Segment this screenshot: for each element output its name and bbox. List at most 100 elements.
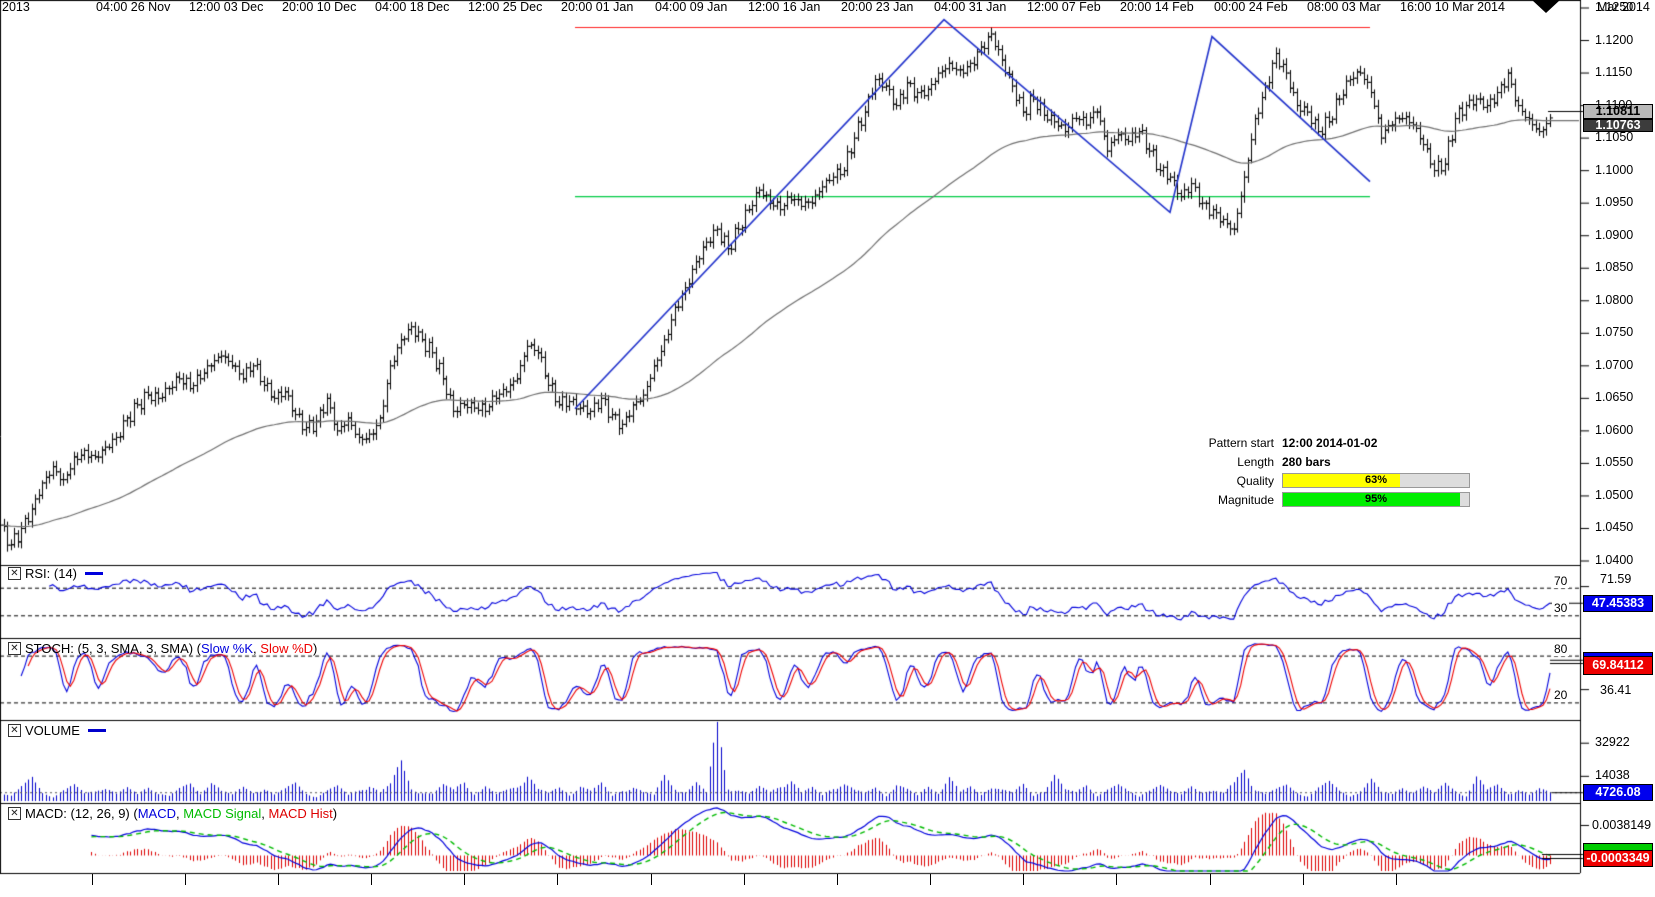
time-axis-tick (930, 874, 931, 885)
time-axis-label: 12:00 07 Feb (1027, 0, 1101, 14)
rsi-panel-header: RSI: (14) (8, 566, 104, 581)
price-axis-tick-label: 1.0550 (1595, 455, 1634, 470)
rsi-close-icon[interactable] (8, 567, 21, 580)
price-axis-tick-label: 1.0900 (1595, 227, 1634, 242)
time-axis-tick (837, 874, 838, 885)
magnitude-progress-bar: 95% (1282, 492, 1470, 507)
time-axis-label: Mar 2014 (1597, 0, 1650, 14)
pattern-start-value: 12:00 2014-01-02 (1282, 435, 1378, 450)
pattern-quality-row: Quality 63% (1196, 471, 1471, 490)
time-axis-label: 04:00 26 Nov (96, 0, 171, 14)
macd-close-icon[interactable] (8, 807, 21, 820)
stoch-level-label: 20 (1552, 688, 1570, 703)
time-axis-tick (1116, 874, 1117, 885)
time-axis-tick (464, 874, 465, 885)
marker-triangle-icon (1532, 0, 1560, 13)
volume-panel-header: VOLUME (8, 723, 106, 738)
stoch-label: STOCH: (5, 3, SMA, 3, SMA) (Slow %K, Slo… (25, 641, 318, 656)
rsi-label: RSI: (14) (25, 566, 78, 581)
stoch-close-icon[interactable] (8, 642, 21, 655)
quality-percent: 63% (1364, 474, 1388, 486)
rsi-axis-tick: 71.59 (1600, 572, 1632, 586)
rsi-level-label: 70 (1552, 573, 1570, 588)
magnitude-progress-fill (1283, 493, 1460, 506)
macd-label: MACD: (12, 26, 9) (MACD, MACD Signal, MA… (25, 806, 338, 821)
volume-close-icon[interactable] (8, 724, 21, 737)
pattern-info-box: Pattern start 12:00 2014-01-02 Length 28… (1196, 433, 1471, 509)
time-axis-label: 08:00 03 Mar (1307, 0, 1381, 14)
time-axis-label: 16:00 10 Mar 2014 (1400, 0, 1505, 14)
pattern-length-label: Length (1237, 454, 1274, 469)
time-axis-label: 12:00 25 Dec (468, 0, 543, 14)
rsi-value-tag: 47.45383 (1583, 595, 1653, 612)
price-axis-tick-label: 1.0850 (1595, 260, 1634, 275)
pattern-quality-label: Quality (1236, 473, 1274, 488)
time-axis-label: 04:00 09 Jan (655, 0, 728, 14)
time-axis-label: 04:00 31 Jan (934, 0, 1007, 14)
time-axis-tick (1210, 874, 1211, 885)
time-axis-tick (651, 874, 652, 885)
time-axis-tick (1023, 874, 1024, 885)
quality-progress-fill (1283, 474, 1401, 487)
stoch-d-tag: 69.84112 (1583, 656, 1653, 675)
pattern-magnitude-label: Magnitude (1217, 492, 1274, 507)
pattern-length-row: Length 280 bars (1196, 452, 1471, 471)
price-axis-tick-label: 1.0500 (1595, 487, 1634, 502)
price-axis-tick-label: 1.1100 (1595, 97, 1633, 112)
time-axis-tick (1396, 874, 1397, 885)
time-axis-tick (371, 874, 372, 885)
price-axis-tick-label: 1.0700 (1595, 357, 1634, 372)
time-axis-label: 04:00 18 Dec (375, 0, 450, 14)
ma-price-tag: 1.10763 (1583, 119, 1653, 132)
time-axis-tick (278, 874, 279, 885)
pattern-start-row: Pattern start 12:00 2014-01-02 (1196, 433, 1471, 452)
price-axis-tick-label: 1.1150 (1595, 65, 1633, 80)
time-axis-tick (557, 874, 558, 885)
last-price-tag: 1.10811 (1583, 104, 1653, 119)
pattern-magnitude-row: Magnitude 95% (1196, 490, 1471, 509)
time-axis-label: 20:00 23 Jan (841, 0, 914, 14)
time-axis-label: 20:00 14 Feb (1120, 0, 1194, 14)
time-axis-label: 12:00 03 Dec (189, 0, 264, 14)
volume-label: VOLUME (25, 723, 80, 738)
time-axis-tick (92, 874, 93, 885)
price-axis-tick-label: 1.1200 (1595, 32, 1634, 47)
macd-value-tag: -0.0003349 (1583, 850, 1653, 867)
price-axis-tick-label: 1.0950 (1595, 195, 1634, 210)
time-axis-tick (185, 874, 186, 885)
time-axis-label: 20:00 01 Jan (561, 0, 634, 14)
time-axis-label: 12:00 16 Jan (748, 0, 821, 14)
volume-value-tag: 4726.08 (1583, 784, 1653, 801)
pattern-start-label: Pattern start (1208, 435, 1274, 450)
rsi-line-swatch-icon (85, 572, 104, 575)
macd-panel-header: MACD: (12, 26, 9) (MACD, MACD Signal, MA… (8, 806, 337, 821)
time-axis-tick (744, 874, 745, 885)
price-axis-tick-label: 1.0450 (1595, 520, 1634, 535)
stoch-axis-tick: 36.41 (1600, 683, 1632, 697)
time-axis-label: 20:00 10 Dec (282, 0, 357, 14)
price-axis-tick-label: 1.0400 (1595, 553, 1634, 567)
pattern-length-value: 280 bars (1282, 454, 1331, 469)
volume-line-swatch-icon (87, 729, 106, 732)
quality-progress-bar: 63% (1282, 473, 1470, 488)
stoch-panel-header: STOCH: (5, 3, SMA, 3, SMA) (Slow %K, Slo… (8, 641, 317, 656)
time-axis-label: 2013 (2, 0, 30, 14)
magnitude-percent: 95% (1364, 493, 1388, 505)
price-axis-tick-label: 1.0600 (1595, 422, 1634, 437)
stoch-k-label: Slow %K (201, 641, 254, 656)
macd-axis-tick: 0.0038149 (1592, 818, 1652, 832)
stoch-d-label: Slow %D (260, 641, 314, 656)
time-axis-tick (1303, 874, 1304, 885)
price-axis-tick-label: 1.0650 (1595, 390, 1634, 405)
volume-axis-tick-label: 32922 (1595, 735, 1630, 750)
price-axis-tick-label: 1.0750 (1595, 325, 1634, 340)
price-axis-tick-label: 1.1250 (1595, 0, 1634, 14)
rsi-level-label: 30 (1552, 601, 1570, 616)
stoch-level-label: 80 (1552, 641, 1570, 656)
time-axis-label: 00:00 24 Feb (1214, 0, 1288, 14)
price-axis-tick-label: 1.1050 (1595, 130, 1634, 145)
price-axis-tick-label: 1.0800 (1595, 292, 1634, 307)
volume-axis-tick-label: 14038 (1595, 768, 1630, 783)
